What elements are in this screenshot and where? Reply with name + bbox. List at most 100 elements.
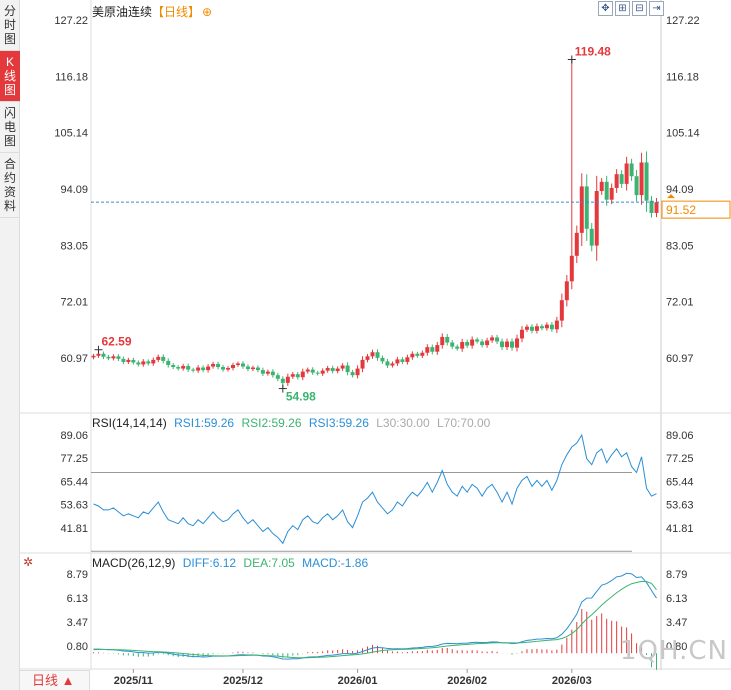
rsi-tick-right: 65.44 <box>666 476 694 488</box>
chart-header: 美原油连续【日线】 ⊕ <box>92 3 212 20</box>
x-tick-label: 2025/12 <box>223 675 263 687</box>
candle-body <box>111 356 116 359</box>
candle-body <box>375 352 380 358</box>
candle-body <box>146 361 151 364</box>
candle-body <box>116 356 121 359</box>
candle-body <box>141 361 146 365</box>
candle-body <box>290 374 295 377</box>
rsi-tick-right: 77.25 <box>666 453 694 465</box>
candle-body <box>320 370 325 374</box>
candle-body <box>624 163 629 184</box>
candle-body <box>245 366 250 370</box>
candle-body <box>644 162 649 201</box>
candle-body <box>425 347 430 353</box>
candle-body <box>415 353 420 356</box>
dea-series <box>93 580 657 659</box>
add-indicator-icon[interactable]: ⊕ <box>202 5 213 19</box>
candle-body <box>365 356 370 360</box>
zoom-in-icon[interactable]: ⊞ <box>615 1 630 16</box>
candle-body <box>564 281 569 301</box>
candle-body <box>101 353 106 357</box>
candle-body <box>485 340 490 346</box>
macd-tick-right: 6.13 <box>666 593 687 605</box>
candle-body <box>161 356 166 361</box>
rsi3-value: RSI3:59.26 <box>308 416 369 430</box>
candle-body <box>599 181 604 192</box>
zoom-out-icon[interactable]: ⊟ <box>632 1 647 16</box>
candle-body <box>305 369 310 372</box>
tab-contract-info[interactable]: 合 约 资 料 <box>0 153 20 218</box>
tab-kline-chart[interactable]: K 线 图 <box>0 51 20 102</box>
dea-value: DEA:7.05 <box>243 556 295 570</box>
candle-body <box>460 342 465 349</box>
candle-body <box>450 342 455 347</box>
candle-body <box>584 186 589 229</box>
candle-body <box>221 367 226 370</box>
candle-body <box>440 336 445 346</box>
fullscreen-icon[interactable]: ✥ <box>598 1 613 16</box>
candle-body <box>390 363 395 366</box>
candle-body <box>544 324 549 329</box>
price-tick-right: 83.05 <box>666 240 694 252</box>
candle-body <box>619 174 624 184</box>
period-select-button[interactable]: 日线 ▲ <box>20 670 90 690</box>
candle-body <box>191 369 196 371</box>
rsi-tick-left: 89.06 <box>60 430 88 442</box>
candle-body <box>524 326 529 330</box>
rsi-tick-right: 53.63 <box>666 500 694 512</box>
price-tick-right: 116.18 <box>666 71 699 83</box>
candle-body <box>430 347 435 352</box>
candle-body <box>609 187 614 200</box>
candle-body <box>649 200 654 213</box>
period-label: 【日线】 <box>152 5 201 19</box>
l70-value: L70:70.00 <box>436 416 491 430</box>
candle-body <box>121 358 126 362</box>
rsi-tick-left: 41.81 <box>60 523 88 535</box>
instrument-title: 美原油连续 <box>92 5 153 19</box>
candle-body <box>435 345 440 352</box>
price-tick-left: 94.09 <box>60 184 88 196</box>
price-tick-left: 127.22 <box>54 15 88 27</box>
candle-body <box>201 367 206 371</box>
candle-body <box>500 341 505 348</box>
candle-body <box>539 326 544 329</box>
candle-body <box>176 367 181 369</box>
candle-body <box>156 356 161 360</box>
x-tick-label: 2026/02 <box>447 675 487 687</box>
diff-value: DIFF:6.12 <box>182 556 237 570</box>
candle-body <box>380 357 385 362</box>
rsi-tick-left: 65.44 <box>60 476 88 488</box>
macd-tick-left: 3.47 <box>67 617 88 629</box>
candle-body <box>370 352 375 357</box>
candle-body <box>216 363 221 368</box>
candle-body <box>569 255 574 282</box>
candle-body <box>515 338 519 348</box>
macd-value: MACD:-1.86 <box>302 556 369 570</box>
price-tick-left: 72.01 <box>60 297 88 309</box>
candle-body <box>345 365 350 373</box>
watermark: 1QH.CN <box>620 636 728 666</box>
candle-body <box>445 336 450 343</box>
settings-gear-icon[interactable]: ✲ <box>23 555 34 569</box>
candle-body <box>614 174 619 188</box>
candle-body <box>410 353 415 358</box>
candle-body <box>360 359 365 369</box>
candle-body <box>470 339 475 346</box>
current-price-box <box>661 200 731 219</box>
candle-body <box>604 181 609 200</box>
sidebar: 分 时 图 K 线 图 闪 电 图 合 约 资 料 <box>0 0 20 690</box>
macd-tick-left: 8.79 <box>67 569 88 581</box>
candle-body <box>231 364 235 369</box>
candle-body <box>495 337 500 342</box>
price-annotation: 54.98 <box>286 390 316 404</box>
macd-tick-left: 6.13 <box>67 593 88 605</box>
move-right-icon[interactable]: ⇥ <box>649 1 664 16</box>
candle-body <box>260 370 265 374</box>
candle-body <box>589 228 594 246</box>
candle-body <box>310 369 315 373</box>
tab-time-chart[interactable]: 分 时 图 <box>0 0 20 51</box>
candle-body <box>455 346 460 349</box>
candle-body <box>465 342 470 346</box>
tab-flash-chart[interactable]: 闪 电 图 <box>0 102 20 153</box>
